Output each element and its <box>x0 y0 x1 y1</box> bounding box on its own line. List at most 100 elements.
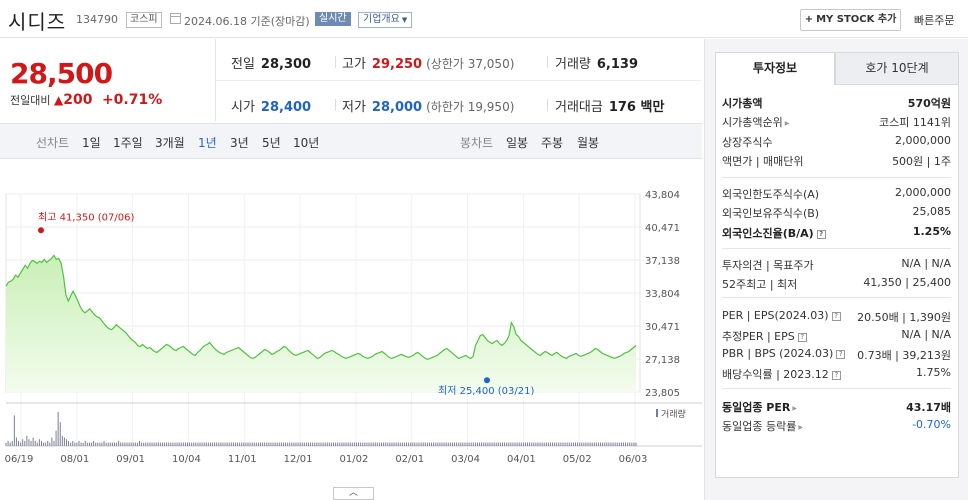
week52-label: 52주최고 | 최저 <box>722 278 798 291</box>
foreign-holding-label: 외국인보유주식수(B) <box>722 207 820 220</box>
add-mystock-label: MY STOCK 추가 <box>816 14 897 25</box>
divider <box>547 99 548 111</box>
candle-chart-label: 봉차트 <box>460 136 494 150</box>
candle-daily[interactable]: 일봉 <box>506 136 529 150</box>
cap-rank-label: 시가총액순위 <box>722 116 783 129</box>
help-icon[interactable]: ? <box>836 349 846 359</box>
x-tick-label: 11/01 <box>228 454 257 465</box>
x-tick-label: 08/01 <box>60 454 89 465</box>
range-1y[interactable]: 1년 <box>198 136 217 150</box>
price-chart[interactable]: 43,804 40,471 37,138 33,804 30,471 27,138 23,8… <box>0 160 702 490</box>
low-price: 저가 28,000 (하한가 19,950) <box>342 96 514 115</box>
week52-value: 41,350 | 25,400 <box>863 276 951 289</box>
line-chart-label: 선차트 <box>36 136 70 150</box>
prev-close-value: 28,300 <box>260 57 312 72</box>
x-tick-label: 10/04 <box>172 454 201 465</box>
foreign-ratio-value: 1.25% <box>912 225 951 238</box>
dividend-value: 1.75% <box>916 366 951 379</box>
help-icon[interactable]: ? <box>831 311 841 321</box>
company-overview-button[interactable]: 기업개요 ▼ <box>358 12 413 28</box>
min-label: 최저 25,400 (03/21) <box>438 385 534 397</box>
x-tick-label: 09/01 <box>116 454 145 465</box>
candle-monthly[interactable]: 월봉 <box>577 136 600 150</box>
opinion-value: N/A | N/A <box>901 257 951 270</box>
tab-investment-info[interactable]: 투자정보 <box>715 52 835 85</box>
max-marker <box>38 227 44 234</box>
x-tick-label: 04/01 <box>507 454 536 465</box>
divider <box>722 177 951 178</box>
change-percent: +0.71% <box>101 92 163 108</box>
divider <box>335 99 336 111</box>
open-label: 시가 <box>231 100 255 115</box>
min-marker <box>484 377 490 384</box>
par-value-label: 액면가 | 매매단위 <box>722 155 804 168</box>
y-tick-label: 40,471 <box>645 223 680 234</box>
divider <box>722 297 951 298</box>
low-label: 저가 <box>342 100 366 115</box>
range-3y[interactable]: 3년 <box>230 136 249 150</box>
change-value: 200 <box>63 92 93 108</box>
price-chart-svg: 43,804 40,471 37,138 33,804 30,471 27,138 23,8… <box>5 190 702 465</box>
sector-rate-value: -0.70% <box>912 418 951 431</box>
add-mystock-button[interactable]: + MY STOCK 추가 <box>800 9 901 31</box>
tab-orderbook[interactable]: 호가 10단계 <box>835 52 959 85</box>
foreign-holding-value: 25,085 <box>912 205 952 218</box>
prev-close: 전일 28,300 <box>231 53 311 72</box>
divider <box>722 388 951 389</box>
collapse-chart-button[interactable]: ︿ <box>333 487 374 500</box>
pbr-label: PBR | BPS (2024.03) <box>722 347 834 360</box>
opinion-label: 투자의견 | 목표주가 <box>722 259 814 272</box>
x-tick-label: 01/02 <box>339 454 368 465</box>
range-3m[interactable]: 3개월 <box>155 136 185 150</box>
chevron-down-icon: ▼ <box>401 16 408 24</box>
dividend-label: 배당수익률 | 2023.12 <box>722 368 829 381</box>
y-tick-label: 23,805 <box>645 388 680 399</box>
cap-rank-value: 코스피 1141위 <box>879 116 951 129</box>
low-value: 28,000 <box>371 100 423 115</box>
open-price: 시가 28,400 <box>231 96 311 115</box>
price-area <box>6 255 636 392</box>
investment-info-panel: 투자정보 호가 10단계 시가총액 570억원 시가총액순위 ▶ 코스피 1141위 … <box>704 39 968 500</box>
x-tick-label: 06/19 <box>5 454 34 465</box>
y-tick-label: 27,138 <box>645 355 680 366</box>
range-5y[interactable]: 5년 <box>262 136 281 150</box>
volume: 거래량 6,139 <box>555 53 638 72</box>
range-10y[interactable]: 10년 <box>293 136 320 150</box>
triangle-right-icon: ▶ <box>798 423 803 431</box>
up-arrow-icon: ▲ <box>53 93 64 107</box>
x-tick-label: 12/01 <box>284 454 313 465</box>
company-overview-label: 기업개요 <box>363 14 400 25</box>
per-value: 20.50배 | 1,390원 <box>857 311 951 324</box>
sector-per-label: 동일업종 PER <box>722 401 791 414</box>
candle-weekly[interactable]: 주봉 <box>541 136 564 150</box>
trade-amount: 거래대금 176 백만 <box>555 96 664 115</box>
investment-info-card: 시가총액 570억원 시가총액순위 ▶ 코스피 1141위 상장주식수 2,000,00… <box>715 85 959 478</box>
lower-limit: (하한가 19,950) <box>426 100 515 114</box>
help-icon[interactable]: ? <box>797 332 807 342</box>
price-line <box>5 254 637 361</box>
realtime-button[interactable]: 실시간 <box>315 12 351 26</box>
range-1w[interactable]: 1주일 <box>113 136 143 150</box>
triangle-right-icon: ▶ <box>784 119 790 127</box>
divider <box>335 56 336 68</box>
y-tick-label: 43,804 <box>645 190 680 201</box>
help-icon[interactable]: ? <box>816 229 826 239</box>
y-tick-label: 30,471 <box>645 322 680 333</box>
y-tick-label: 33,804 <box>645 289 680 300</box>
quick-order-link[interactable]: 빠른주문 <box>914 14 955 27</box>
pbr-value: 0.73배 | 39,213원 <box>857 349 951 362</box>
quote-table: 전일 28,300 고가 29,250 (상한가 37,050) 거래량 6,139 시… <box>215 39 701 121</box>
volume-legend: 거래량 <box>661 408 686 420</box>
divider <box>216 80 701 81</box>
open-value: 28,400 <box>260 100 312 115</box>
range-1d[interactable]: 1일 <box>82 136 101 150</box>
current-price-box: 28,500 전일대비 ▲200 +0.71% <box>0 39 215 121</box>
stock-header: 시디즈 134790 코스피 2024.06.18 기준(장마감) 실시간 기업… <box>0 0 968 38</box>
stock-name: 시디즈 <box>8 10 67 34</box>
prev-close-label: 전일 <box>231 57 255 72</box>
max-label: 최고 41,350 (07/06) <box>38 211 134 223</box>
triangle-right-icon: ▶ <box>792 404 797 412</box>
per-label: PER | EPS(2024.03) <box>722 309 829 322</box>
help-icon[interactable]: ? <box>831 370 841 380</box>
market-badge: 코스피 <box>126 12 162 28</box>
